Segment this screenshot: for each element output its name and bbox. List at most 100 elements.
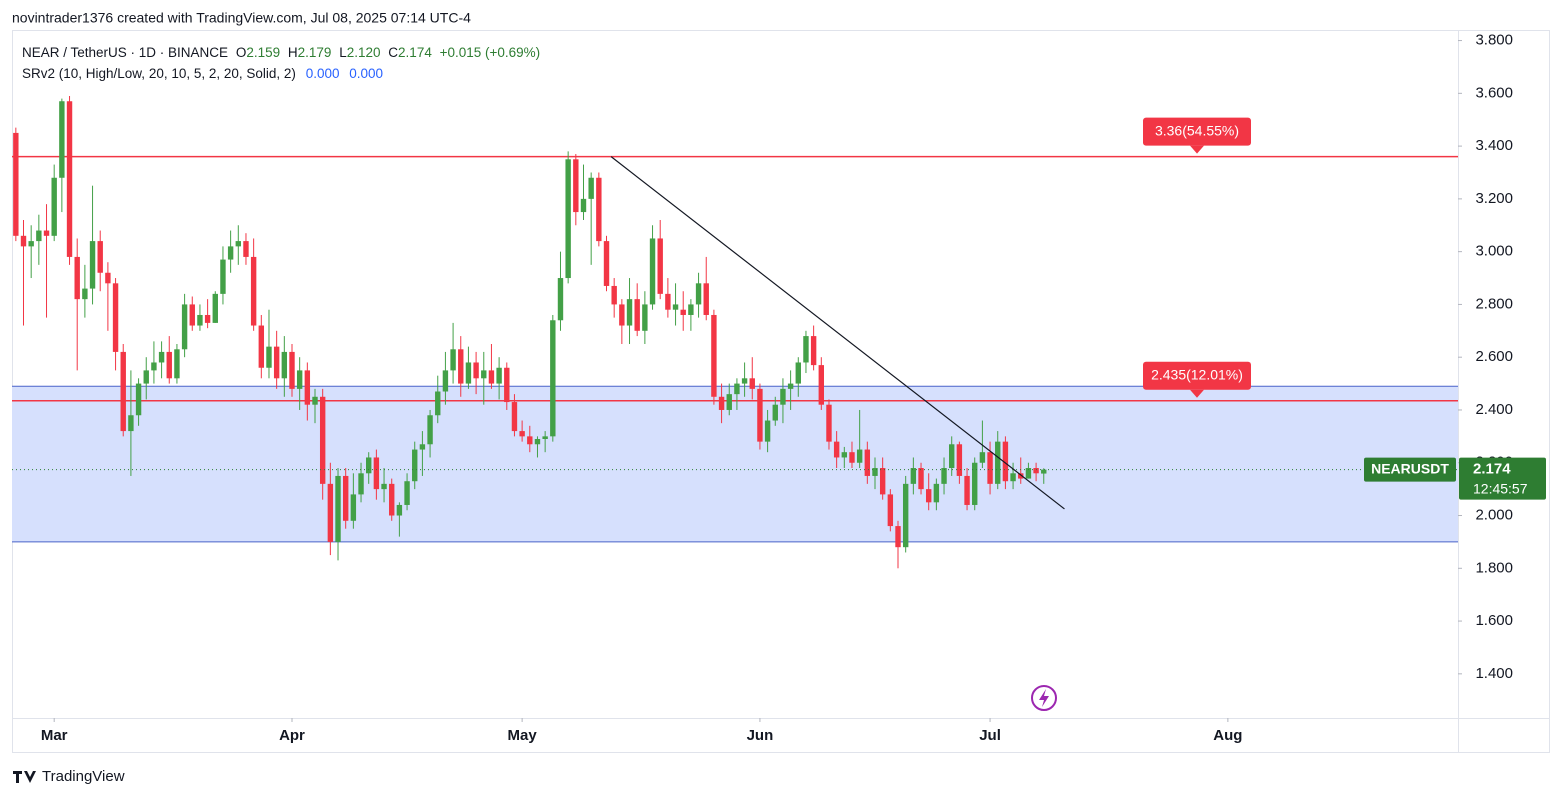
indicator-name: SRv2 (10, High/Low, 20, 10, 5, 2, 20, So… <box>22 66 296 81</box>
candle-body <box>51 177 57 236</box>
candle-body <box>527 436 533 445</box>
candle-body <box>972 462 978 505</box>
candle-body <box>135 383 142 416</box>
candle-body <box>235 241 241 247</box>
quote-key: C <box>388 45 398 60</box>
candle-body <box>818 365 824 405</box>
y-tick-label: 3.600 <box>1475 84 1513 101</box>
candle-body <box>872 468 878 476</box>
candle-body <box>66 101 73 257</box>
candle-body <box>296 370 303 389</box>
candle-body <box>1025 468 1032 479</box>
x-tick-label: Jul <box>979 727 1001 744</box>
candle-body <box>741 378 748 384</box>
candle-body <box>335 475 341 542</box>
zone <box>12 386 1458 542</box>
candle-body <box>511 402 518 432</box>
quote-value: 2.179 <box>298 45 332 60</box>
alert-icon[interactable] <box>1031 685 1057 711</box>
candle-body <box>419 444 426 450</box>
candle-body <box>711 314 717 397</box>
candle-body <box>273 346 280 379</box>
candle-body <box>389 483 395 516</box>
candle-body <box>657 238 663 294</box>
level-label-pointer <box>1190 145 1204 154</box>
candle-body <box>28 241 34 247</box>
y-tick-label: 1.800 <box>1475 559 1513 576</box>
level-label-box <box>1143 117 1251 146</box>
candle-body <box>36 230 42 242</box>
candle-body <box>212 293 218 323</box>
candle-body <box>933 483 940 503</box>
candle-body <box>97 241 103 273</box>
candle-body <box>312 396 318 405</box>
candle-body <box>250 256 257 326</box>
candle-body <box>450 349 456 371</box>
candle-body <box>803 336 809 363</box>
candle-body <box>1018 473 1024 479</box>
candle-body <box>412 449 418 482</box>
icon-ring[interactable] <box>1031 685 1057 711</box>
candle-body <box>304 370 311 405</box>
icon-bolt[interactable] <box>1039 689 1049 707</box>
candle-body <box>496 367 502 384</box>
candle-body <box>703 283 709 315</box>
candle-body <box>895 526 901 548</box>
candle-body <box>864 449 871 476</box>
y-tick-label: 2.600 <box>1475 348 1513 365</box>
x-tick-label: Jun <box>747 727 774 744</box>
quote-value: 2.174 <box>398 45 432 60</box>
quote-key: H <box>288 45 298 60</box>
candle-body <box>726 394 732 410</box>
y-tick-label: 1.600 <box>1475 612 1513 629</box>
candle-body <box>902 483 909 548</box>
candle-body <box>749 378 755 389</box>
candle-body <box>672 304 679 310</box>
quote-value: 2.120 <box>347 45 381 60</box>
candle-body <box>987 452 993 484</box>
candle-body <box>174 349 180 379</box>
candle-body <box>151 362 157 371</box>
candle-body <box>89 241 96 289</box>
candle-body <box>358 473 364 495</box>
candle-body <box>504 367 510 403</box>
level-label-pointer <box>1190 389 1204 398</box>
candle-body <box>189 304 195 326</box>
candle-body <box>59 101 65 178</box>
candle-body <box>956 444 963 476</box>
candle-body <box>856 449 863 463</box>
candle-body <box>74 256 80 300</box>
candle-body <box>603 241 610 286</box>
candle-body <box>82 288 88 300</box>
candle-body <box>826 404 832 442</box>
quote-value: 2.159 <box>246 45 280 60</box>
candle-body <box>565 159 571 279</box>
candle-body <box>204 314 211 323</box>
candle-body <box>158 351 165 363</box>
candle-body <box>634 299 640 331</box>
y-tick-label: 2.800 <box>1475 295 1513 312</box>
y-tick-label: 3.000 <box>1475 243 1513 260</box>
candle-body <box>427 415 433 445</box>
y-tick-label: 2.400 <box>1475 401 1513 418</box>
candle-body <box>442 370 449 392</box>
candle-body <box>573 159 579 213</box>
candle-body <box>481 370 487 379</box>
indicator-value: 0.000 <box>306 66 340 81</box>
x-tick-label: Aug <box>1213 727 1242 744</box>
candle-body <box>757 388 763 442</box>
candle-body <box>910 468 917 484</box>
candle-body <box>580 198 587 213</box>
candle-body <box>649 238 656 305</box>
level-label-box <box>1143 361 1251 390</box>
candle-body <box>1002 441 1009 482</box>
candle-body <box>787 383 794 389</box>
candle-body <box>120 351 126 432</box>
change: +0.015 (+0.69%) <box>440 45 541 60</box>
candle-body <box>941 468 947 484</box>
indicator-value: 0.000 <box>349 66 383 81</box>
candle-body <box>949 444 955 469</box>
price-box <box>1459 457 1546 500</box>
candle-body <box>588 177 594 199</box>
candle-body <box>833 441 840 458</box>
